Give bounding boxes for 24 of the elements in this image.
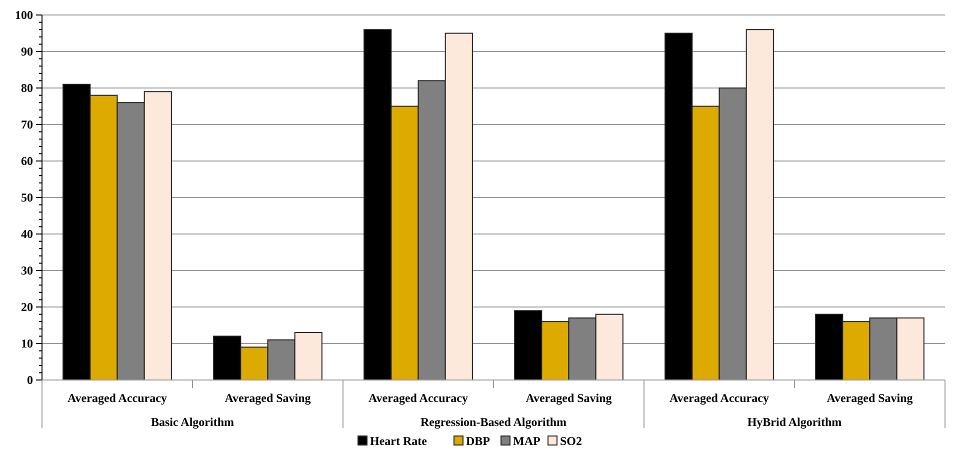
y-tick-label: 80: [21, 81, 33, 96]
text: Basic Algorithm: [151, 415, 234, 429]
x-tick-label: Averaged Accuracy: [670, 391, 769, 405]
legend-label: MAP: [513, 434, 540, 448]
y-tick-label: 60: [21, 154, 33, 168]
y-tick-label: 90: [21, 44, 33, 59]
y-tick-label: 10: [21, 336, 33, 351]
x-tick-label: Averaged Saving: [224, 391, 311, 405]
y-tick-label: 100: [15, 8, 33, 22]
x-tick-label: Averaged Saving: [526, 391, 612, 405]
y-tick-label: 20: [21, 300, 33, 314]
y-tick-label: 0: [27, 373, 33, 388]
x-tick-label: Averaged Accuracy: [68, 391, 167, 405]
text: HyBrid Algorithm: [747, 415, 842, 429]
y-tick-label: 50: [21, 190, 33, 205]
x-tick-label: Averaged Saving: [826, 391, 913, 405]
x-tick-label: Averaged Accuracy: [368, 391, 468, 405]
text: Regression-Based Algorithm: [420, 415, 567, 429]
legend-label: Heart Rate: [370, 434, 428, 448]
legend-label: DBP: [466, 434, 490, 448]
legend-label: SO2: [560, 434, 582, 448]
y-tick-label: 70: [21, 118, 33, 132]
y-tick-label: 40: [21, 227, 33, 242]
y-tick-label: 30: [21, 264, 33, 278]
